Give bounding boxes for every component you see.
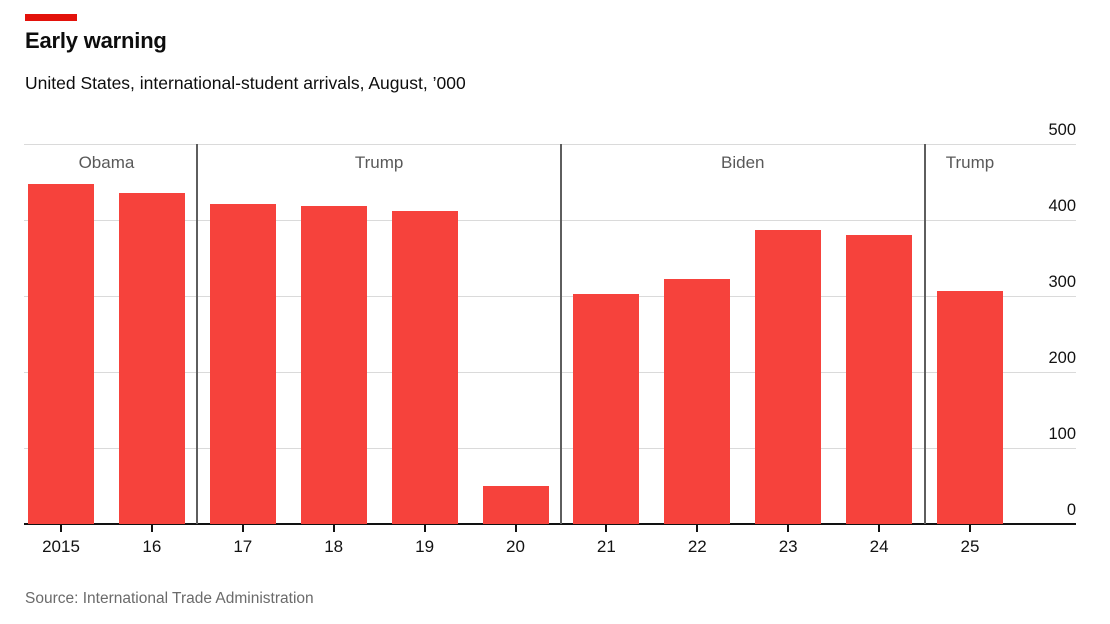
x-axis-label-17: 17 <box>233 537 253 556</box>
y-axis-label-0: 0 <box>1066 500 1076 519</box>
x-tick-23 <box>787 524 790 532</box>
plot-area: 0 100 200 300 400 500 2015 16 17 18 19 20 21 22 23 24 25… <box>24 121 1076 556</box>
x-axis-label-16: 16 <box>142 537 162 556</box>
president-label-trump-1: Trump <box>354 153 404 172</box>
bar-23 <box>755 230 822 524</box>
y-axis-label-200: 200 <box>1048 348 1076 367</box>
bar-2015 <box>28 184 94 524</box>
gridline-400 <box>24 220 1076 221</box>
gridline-200 <box>24 372 1076 373</box>
y-axis-label-500: 500 <box>1048 120 1076 139</box>
x-tick-25 <box>969 524 971 532</box>
x-tick-16 <box>150 524 153 532</box>
bar-19 <box>391 211 458 524</box>
x-tick-21 <box>605 524 608 532</box>
x-tick-20 <box>514 524 517 532</box>
gridline-100 <box>24 448 1076 449</box>
y-axis-label-100: 100 <box>1048 424 1076 443</box>
bar-21 <box>573 294 640 524</box>
x-axis-label-25: 25 <box>960 537 980 556</box>
x-tick-19 <box>423 524 426 532</box>
bar-18 <box>300 206 367 524</box>
president-label-trump-3: Trump <box>945 153 995 172</box>
x-axis-label-22: 22 <box>687 537 707 556</box>
bar-22 <box>664 279 731 524</box>
x-axis-label-2015: 2015 <box>42 537 80 556</box>
term-separator-3 <box>923 144 926 524</box>
x-axis-line <box>24 523 1076 525</box>
x-axis-label-20: 20 <box>506 537 525 556</box>
source-note: Source: International Trade Administrati… <box>25 590 314 607</box>
bar-20 <box>482 486 549 524</box>
x-axis-label-18: 18 <box>324 537 344 556</box>
brand-red-tab <box>25 14 77 21</box>
term-separator-1 <box>196 144 199 524</box>
gridline-300 <box>24 296 1076 297</box>
x-tick-17 <box>241 524 244 532</box>
x-tick-22 <box>696 524 699 532</box>
x-axis-label-24: 24 <box>869 537 889 556</box>
gridline-500 <box>24 144 1076 145</box>
x-axis-label-23: 23 <box>778 537 798 556</box>
x-tick-24 <box>878 524 881 532</box>
chart-subtitle: United States, international-student arr… <box>25 73 466 93</box>
x-tick-18 <box>332 524 335 532</box>
term-separator-2 <box>559 144 562 524</box>
president-label-biden-2: Biden <box>721 153 765 172</box>
bar-24 <box>846 235 913 524</box>
y-axis-label-300: 300 <box>1048 272 1076 291</box>
x-tick-2015 <box>60 524 62 532</box>
x-axis-label-21: 21 <box>596 537 616 556</box>
y-axis-label-400: 400 <box>1048 196 1076 215</box>
chart-title: Early warning <box>25 28 167 53</box>
bar-16 <box>118 193 185 524</box>
bar-17 <box>209 204 276 524</box>
bar-25 <box>937 291 1003 524</box>
president-label-obama-0: Obama <box>78 153 135 172</box>
x-axis-label-19: 19 <box>415 537 435 556</box>
